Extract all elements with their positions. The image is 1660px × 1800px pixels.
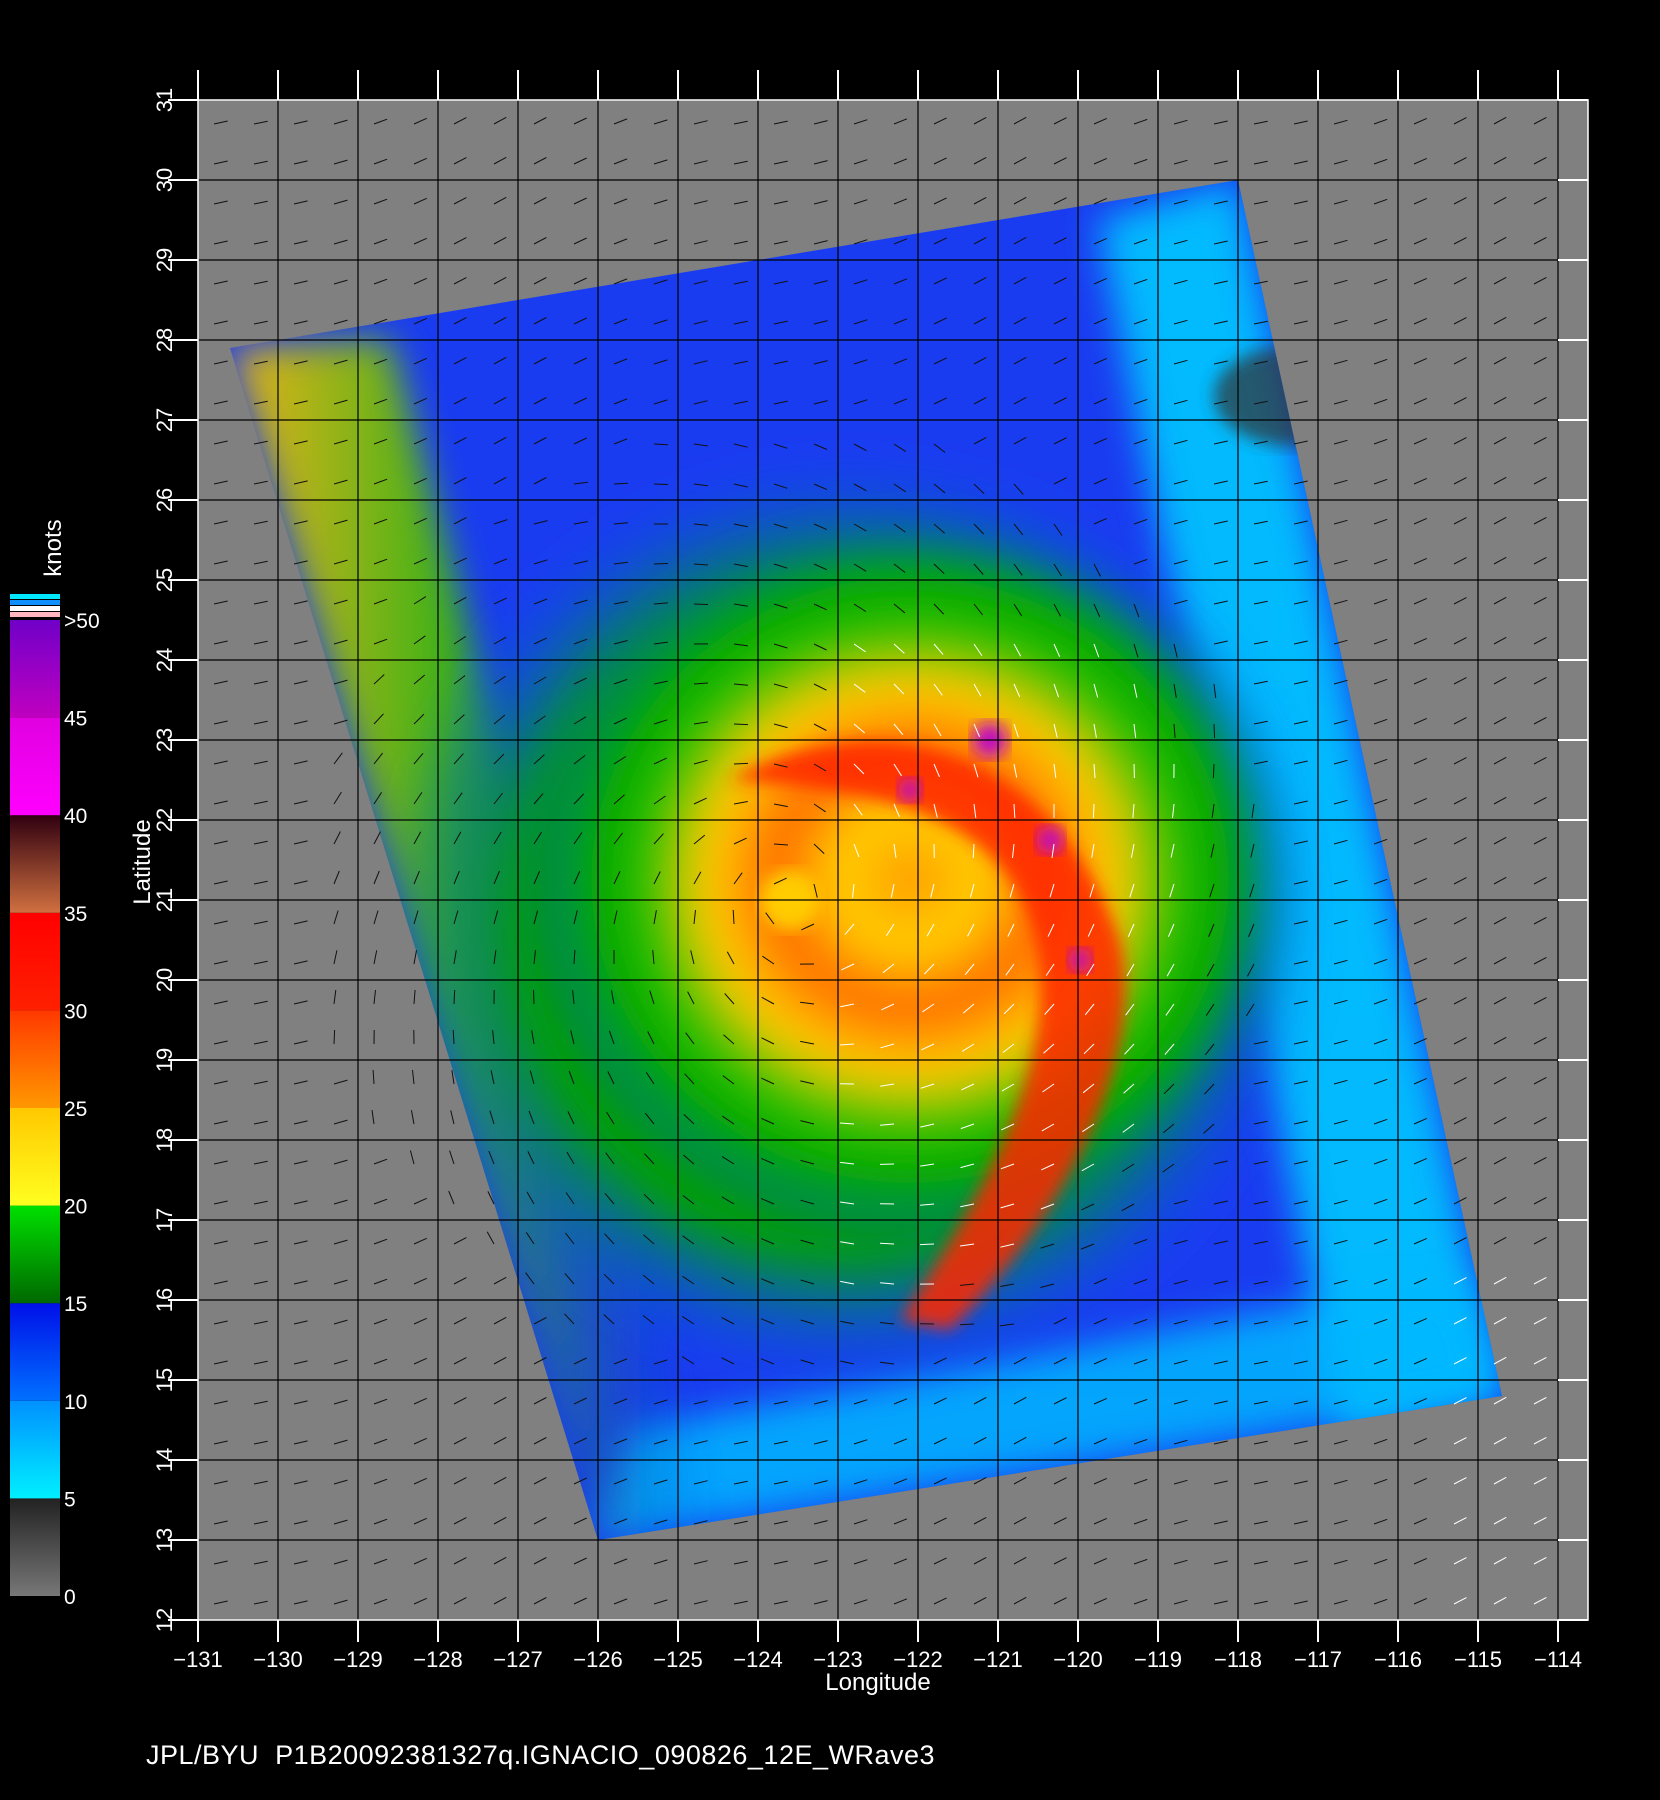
y-tick-label: 26: [152, 488, 177, 512]
y-tick-label: 19: [152, 1048, 177, 1072]
colorbar: 0 5 10 15 20 25 30 35 40 45 >50: [10, 594, 100, 1609]
x-tick-label: −122: [893, 1647, 943, 1672]
footer-product: P1B20092381327q.IGNACIO_090826_12E_WRave…: [275, 1740, 936, 1770]
x-tick-label: −120: [1053, 1647, 1103, 1672]
y-tick-label: 30: [152, 168, 177, 192]
colorbar-label: 20: [64, 1196, 87, 1219]
x-tick-label: −121: [973, 1647, 1023, 1672]
y-tick-label: 25: [152, 568, 177, 592]
axes: −131 −130 −129 −128 −127 −126 −125 −124 −123 −122…: [152, 70, 1589, 1672]
footer-source: JPL/BYU: [146, 1740, 260, 1770]
x-tick-label: −128: [413, 1647, 463, 1672]
y-tick-label: 17: [152, 1208, 177, 1232]
colorbar-label: 45: [64, 708, 87, 731]
y-tick-label: 16: [152, 1288, 177, 1312]
y-tick-label: 18: [152, 1128, 177, 1152]
y-tick-label: 21: [152, 888, 177, 912]
colorbar-band: [10, 717, 60, 816]
y-tick-label: 13: [152, 1528, 177, 1552]
colorbar-band: [10, 1303, 60, 1401]
y-tick-label: 29: [152, 248, 177, 272]
colorbar-label: 5: [64, 1488, 76, 1511]
x-tick-label: −118: [1214, 1647, 1262, 1672]
colorbar-label: 0: [64, 1586, 76, 1609]
y-tick-label: 15: [152, 1368, 177, 1392]
colorbar-band: [10, 1400, 60, 1499]
y-axis-label: Latitude: [129, 819, 156, 904]
plot-frame: [197, 99, 1589, 1621]
colorbar-band: [10, 620, 60, 718]
y-tick-label: 31: [152, 88, 177, 112]
scatterometer-swath: [230, 180, 1502, 1540]
x-tick-label: −124: [733, 1647, 783, 1672]
colorbar-label: 10: [64, 1391, 87, 1414]
colorbar-band: [10, 1205, 60, 1304]
y-tick-label: 27: [152, 408, 177, 432]
x-tick-label: −129: [333, 1647, 383, 1672]
colorbar-band: [10, 1498, 60, 1596]
colorbar-label: 40: [64, 805, 87, 828]
x-tick-label: −117: [1294, 1647, 1342, 1672]
x-tick-label: −116: [1374, 1647, 1422, 1672]
x-tick-label: −130: [253, 1647, 303, 1672]
y-tick-label: 12: [152, 1608, 177, 1632]
colorbar-band: [10, 1010, 60, 1108]
x-tick-label: −127: [493, 1647, 543, 1672]
x-axis-label: Longitude: [825, 1669, 930, 1696]
colorbar-label: 15: [64, 1293, 87, 1316]
x-tick-label: −115: [1454, 1647, 1502, 1672]
y-tick-label: 23: [152, 728, 177, 752]
x-tick-label: −119: [1134, 1647, 1182, 1672]
colorbar-label: 25: [64, 1098, 87, 1121]
x-tick-label: −131: [173, 1647, 223, 1672]
footer-caption: JPL/BYU P1B20092381327q.IGNACIO_090826_1…: [146, 1740, 935, 1771]
x-tick-label: −125: [653, 1647, 703, 1672]
y-tick-label: 22: [152, 808, 177, 832]
y-tick-label: 24: [152, 648, 177, 672]
lat-lon-grid: [198, 100, 1588, 1620]
colorbar-band: [10, 912, 60, 1011]
wind-barbs: [213, 116, 1547, 1605]
y-tick-label: 14: [152, 1448, 177, 1472]
colorbar-label: 35: [64, 903, 87, 926]
colorbar-label: >50: [64, 610, 100, 633]
colorbar-unit-label: knots: [40, 519, 67, 576]
x-tick-label: −123: [813, 1647, 863, 1672]
colorbar-band: [10, 815, 60, 913]
colorbar-band: [10, 1108, 60, 1206]
colorbar-label: 30: [64, 1000, 87, 1023]
x-tick-label: −126: [573, 1647, 623, 1672]
y-tick-label: 28: [152, 328, 177, 352]
y-tick-label: 20: [152, 968, 177, 992]
x-tick-label: −114: [1534, 1647, 1582, 1672]
